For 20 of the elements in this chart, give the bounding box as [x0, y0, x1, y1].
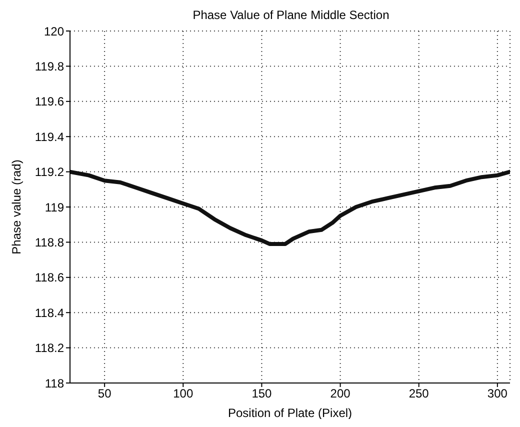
- x-tick-label: 100: [173, 386, 194, 401]
- y-tick-label: 119.6: [34, 94, 64, 109]
- y-tick-label: 118.6: [34, 270, 64, 285]
- x-tick-label: 200: [330, 386, 351, 401]
- y-tick-label: 119.8: [34, 59, 64, 74]
- x-tick-label: 50: [98, 386, 112, 401]
- y-axis-title: Phase value (rad): [9, 160, 24, 254]
- y-tick-label: 120: [44, 24, 64, 38]
- chart-title: Phase Value of Plane Middle Section: [192, 8, 390, 22]
- y-tick-label: 118.8: [34, 235, 64, 250]
- y-tick-label: 119.4: [34, 130, 64, 144]
- x-tick-label: 150: [252, 386, 272, 401]
- y-tick-label: 119.2: [34, 165, 64, 180]
- x-tick-label: 300: [487, 386, 508, 401]
- line-series: [70, 170, 510, 246]
- y-tick-label: 118.2: [34, 341, 64, 356]
- y-tick-label: 119: [44, 200, 64, 214]
- x-tick-label: 250: [408, 386, 430, 401]
- y-tick-label: 118.4: [34, 306, 64, 320]
- y-tick-label: 118: [44, 376, 64, 390]
